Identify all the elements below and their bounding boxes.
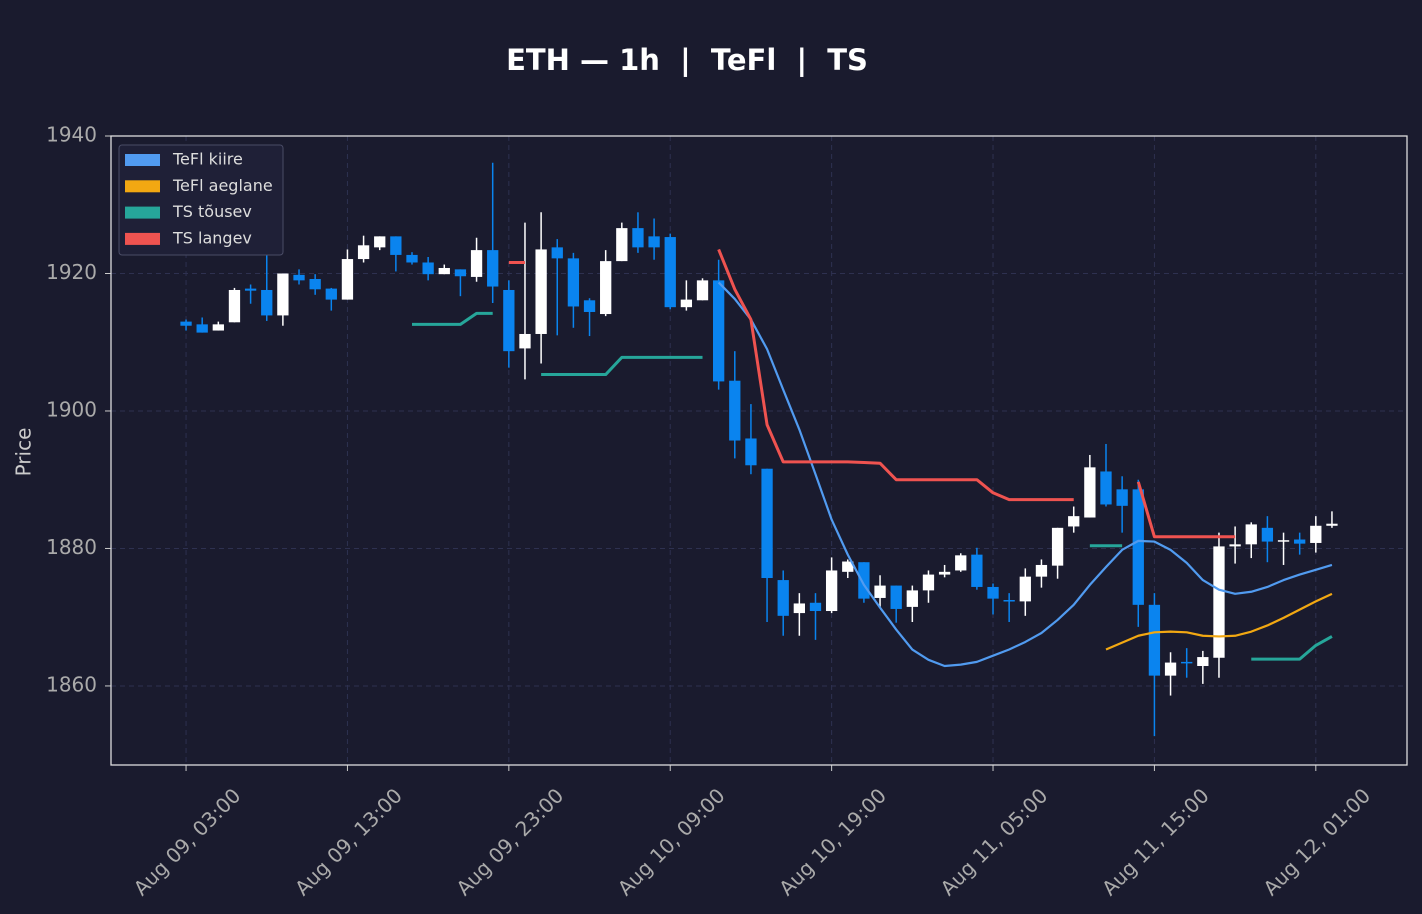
indicator-line — [541, 355, 703, 377]
candle-body — [325, 288, 337, 300]
candle-body — [422, 262, 434, 275]
candle-body — [777, 580, 789, 616]
candle-body — [551, 247, 563, 259]
candle-body — [1245, 524, 1257, 545]
plot-frame — [110, 135, 1408, 766]
candle-body — [503, 289, 515, 352]
candle-body — [1051, 527, 1064, 566]
candle-body — [357, 245, 370, 260]
candle-body — [309, 278, 321, 290]
candle-body — [890, 585, 902, 609]
candle-body — [212, 324, 224, 331]
candle-body — [632, 228, 644, 248]
indicator-line — [1251, 635, 1333, 661]
candle-body — [745, 438, 757, 466]
indicator-line — [1136, 481, 1236, 539]
candle-body — [244, 288, 257, 291]
candle-body — [616, 228, 628, 262]
legend: TeFl kiire TeFl aeglane TS tõusev TS langev — [118, 144, 284, 256]
candle-body — [680, 299, 693, 308]
legend-label: TS langev — [172, 228, 252, 247]
legend-label: TS tõusev — [172, 202, 252, 221]
candle-body — [1197, 657, 1209, 667]
legend-swatch — [125, 154, 160, 166]
candle-body — [955, 555, 967, 571]
candle-body — [1213, 546, 1225, 658]
legend-swatch — [125, 206, 160, 219]
legend-swatch — [125, 180, 160, 193]
candle-body — [938, 571, 951, 575]
candle-body — [519, 333, 531, 349]
candle-body — [600, 261, 612, 315]
y-tick-label: 1880 — [46, 535, 97, 559]
candle-body — [470, 250, 483, 277]
candle-body — [971, 554, 983, 587]
legend-label: TeFl aeglane — [172, 176, 273, 195]
chart-title: ETH — 1h | TeFl | TS — [506, 43, 868, 77]
candle-body — [1068, 516, 1080, 527]
candle-body — [1132, 489, 1144, 605]
candle-body — [825, 570, 838, 612]
candle-body — [1035, 564, 1048, 577]
candle-body — [1100, 471, 1112, 505]
candle-body — [487, 250, 499, 287]
candle-body — [1164, 662, 1177, 676]
candle-body — [1148, 604, 1161, 676]
candle-body — [1294, 539, 1306, 544]
candle-body — [390, 236, 402, 255]
candle-body — [341, 259, 354, 300]
candle-body — [535, 249, 547, 334]
candle-body — [987, 586, 999, 599]
legend-box — [118, 144, 284, 256]
candle-body — [1003, 600, 1015, 602]
candle-body — [228, 289, 241, 323]
candle-body — [842, 561, 854, 572]
candle-body — [196, 324, 208, 333]
candle-body — [1229, 544, 1241, 547]
candle-body — [906, 590, 918, 607]
candle-body — [1310, 525, 1322, 543]
candle-body — [809, 602, 822, 612]
candle-body — [1261, 527, 1274, 542]
candle-body — [761, 468, 773, 579]
candle-body — [922, 574, 935, 591]
candle-body — [374, 236, 386, 248]
y-tick-label: 1860 — [46, 672, 97, 696]
candle-body — [1326, 523, 1338, 526]
candle-body — [793, 603, 805, 614]
candle-body — [1019, 576, 1031, 602]
candle-body — [1181, 661, 1193, 664]
indicator-line — [717, 248, 1074, 502]
indicator-line — [717, 281, 1333, 668]
y-tick-label: 1900 — [46, 397, 97, 421]
candle-body — [696, 280, 709, 301]
candle-body — [567, 258, 580, 307]
candle-body — [858, 562, 870, 599]
candle-body — [1277, 540, 1290, 542]
candle-body — [277, 273, 289, 316]
candle-body — [293, 274, 305, 281]
legend-label: TeFl kiire — [172, 150, 243, 169]
legend-swatch — [125, 232, 160, 245]
y-tick-label: 1920 — [46, 260, 97, 284]
indicator-line — [1105, 592, 1333, 651]
candle-body — [874, 585, 886, 598]
candle-body — [664, 237, 676, 308]
candle-body — [454, 269, 467, 277]
candle-body — [261, 289, 273, 316]
candle-body — [1084, 467, 1096, 518]
candle-body — [713, 280, 725, 382]
candle-body — [648, 236, 660, 248]
candle-body — [180, 321, 192, 326]
y-tick-label: 1940 — [46, 123, 97, 147]
y-axis-label: Price — [12, 428, 36, 477]
candle-body — [1116, 489, 1128, 506]
candle-body — [729, 380, 741, 441]
candle-body — [406, 254, 418, 263]
indicator-line — [412, 311, 493, 326]
candle-body — [583, 300, 596, 312]
candle-body — [438, 267, 450, 275]
